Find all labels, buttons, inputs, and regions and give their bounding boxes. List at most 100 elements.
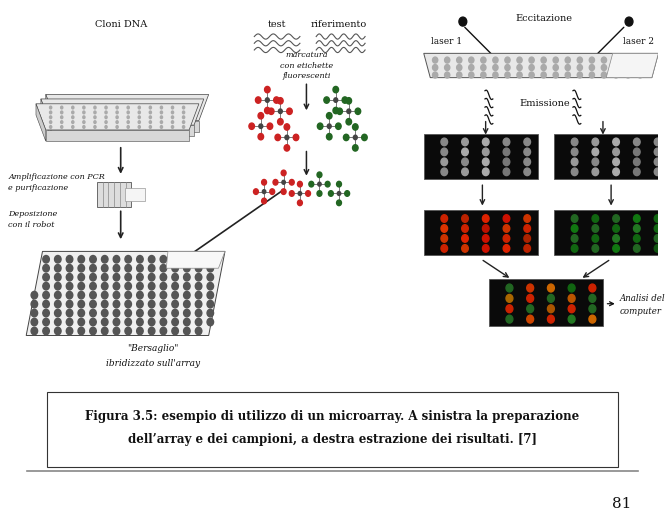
Circle shape — [571, 168, 578, 175]
Circle shape — [289, 180, 294, 185]
Circle shape — [126, 105, 130, 110]
Circle shape — [275, 134, 281, 141]
Circle shape — [78, 327, 84, 335]
Circle shape — [102, 309, 108, 317]
Circle shape — [60, 105, 64, 110]
Circle shape — [293, 134, 299, 141]
Circle shape — [125, 301, 132, 308]
Circle shape — [184, 274, 190, 281]
Text: ibridizzato sull'array: ibridizzato sull'array — [106, 359, 200, 368]
Circle shape — [524, 148, 531, 156]
FancyBboxPatch shape — [489, 279, 603, 326]
Circle shape — [60, 120, 64, 124]
Circle shape — [125, 291, 132, 299]
Circle shape — [592, 158, 598, 166]
Circle shape — [31, 318, 38, 326]
Circle shape — [589, 294, 596, 302]
Circle shape — [318, 182, 321, 186]
Circle shape — [333, 107, 338, 114]
Circle shape — [171, 105, 174, 110]
Circle shape — [634, 225, 640, 233]
Circle shape — [634, 168, 640, 175]
Circle shape — [55, 301, 61, 308]
Circle shape — [355, 108, 360, 115]
Circle shape — [343, 134, 349, 141]
Circle shape — [207, 274, 213, 281]
Circle shape — [172, 318, 178, 326]
Circle shape — [115, 115, 119, 119]
Circle shape — [654, 168, 661, 175]
Circle shape — [568, 315, 575, 323]
Circle shape — [93, 111, 96, 115]
Circle shape — [138, 111, 141, 115]
Circle shape — [287, 108, 292, 115]
Polygon shape — [46, 94, 209, 120]
Text: laser 1: laser 1 — [431, 36, 462, 46]
Text: e purificazione: e purificazione — [8, 184, 68, 192]
Circle shape — [336, 181, 341, 187]
Circle shape — [78, 318, 84, 326]
Circle shape — [317, 190, 322, 196]
Circle shape — [78, 282, 84, 290]
Circle shape — [589, 72, 595, 78]
Polygon shape — [41, 99, 51, 136]
FancyBboxPatch shape — [125, 187, 146, 201]
Circle shape — [353, 135, 357, 140]
Circle shape — [71, 105, 74, 110]
Circle shape — [612, 244, 619, 252]
Circle shape — [43, 255, 49, 263]
Text: riferimento: riferimento — [311, 20, 367, 29]
Circle shape — [654, 225, 661, 233]
Circle shape — [589, 57, 595, 63]
Circle shape — [462, 158, 468, 166]
Text: computer: computer — [619, 307, 661, 316]
Circle shape — [43, 291, 49, 299]
Circle shape — [612, 148, 619, 156]
Circle shape — [506, 305, 513, 312]
Circle shape — [506, 284, 513, 292]
Circle shape — [43, 274, 49, 281]
Circle shape — [160, 327, 167, 335]
Circle shape — [592, 148, 598, 156]
Circle shape — [469, 64, 474, 71]
Circle shape — [90, 309, 96, 317]
Circle shape — [113, 318, 120, 326]
Circle shape — [172, 274, 178, 281]
Circle shape — [654, 158, 661, 166]
Circle shape — [601, 57, 606, 63]
Circle shape — [148, 111, 152, 115]
Circle shape — [613, 57, 618, 63]
Circle shape — [160, 309, 167, 317]
Circle shape — [207, 265, 213, 272]
FancyBboxPatch shape — [424, 210, 538, 255]
FancyBboxPatch shape — [554, 134, 665, 179]
Circle shape — [55, 309, 61, 317]
Circle shape — [43, 301, 49, 308]
Circle shape — [90, 327, 96, 335]
Circle shape — [654, 235, 661, 242]
Circle shape — [482, 168, 489, 175]
Circle shape — [506, 294, 513, 302]
Circle shape — [265, 98, 269, 102]
Polygon shape — [41, 99, 203, 125]
Circle shape — [148, 274, 155, 281]
Circle shape — [306, 190, 311, 196]
Circle shape — [592, 215, 598, 222]
Circle shape — [553, 57, 559, 63]
Circle shape — [249, 123, 255, 129]
Circle shape — [66, 274, 72, 281]
Circle shape — [284, 145, 290, 151]
Circle shape — [71, 120, 74, 124]
Circle shape — [441, 235, 448, 242]
Circle shape — [113, 327, 120, 335]
Circle shape — [172, 309, 178, 317]
Circle shape — [102, 291, 108, 299]
Circle shape — [125, 265, 132, 272]
Circle shape — [255, 97, 261, 103]
Circle shape — [529, 57, 534, 63]
Circle shape — [148, 105, 152, 110]
Circle shape — [148, 115, 152, 119]
Text: dell’array e dei campioni, a destra estrazione dei risultati. [7]: dell’array e dei campioni, a destra estr… — [128, 433, 537, 446]
Circle shape — [148, 282, 155, 290]
Circle shape — [207, 309, 213, 317]
